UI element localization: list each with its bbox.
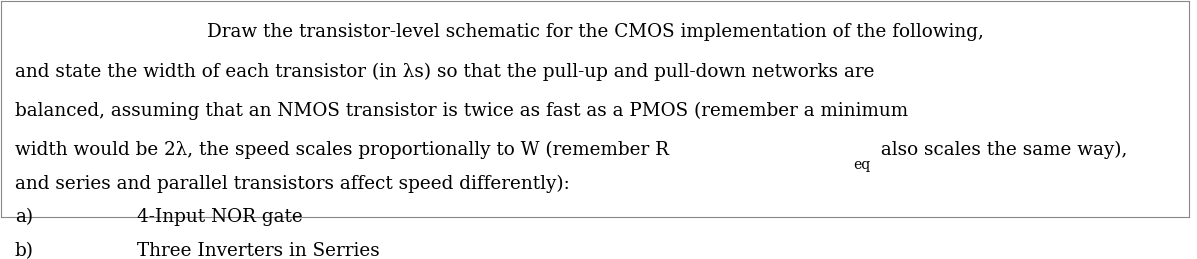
Text: balanced, assuming that an NMOS transistor is twice as fast as a PMOS (remember : balanced, assuming that an NMOS transist… <box>14 102 909 120</box>
Text: a): a) <box>14 208 34 226</box>
Text: and series and parallel transistors affect speed differently):: and series and parallel transistors affe… <box>14 175 570 193</box>
Text: width would be 2λ, the speed scales proportionally to W (remember R: width would be 2λ, the speed scales prop… <box>14 140 669 159</box>
Text: and state the width of each transistor (in λs) so that the pull-up and pull-down: and state the width of each transistor (… <box>14 62 875 81</box>
Text: Three Inverters in Serries: Three Inverters in Serries <box>138 242 381 259</box>
Text: Draw the transistor-level schematic for the CMOS implementation of the following: Draw the transistor-level schematic for … <box>207 24 984 41</box>
Text: 4-Input NOR gate: 4-Input NOR gate <box>138 208 303 226</box>
Text: also scales the same way),: also scales the same way), <box>875 140 1128 159</box>
Text: eq: eq <box>852 158 870 172</box>
Text: b): b) <box>14 242 34 259</box>
